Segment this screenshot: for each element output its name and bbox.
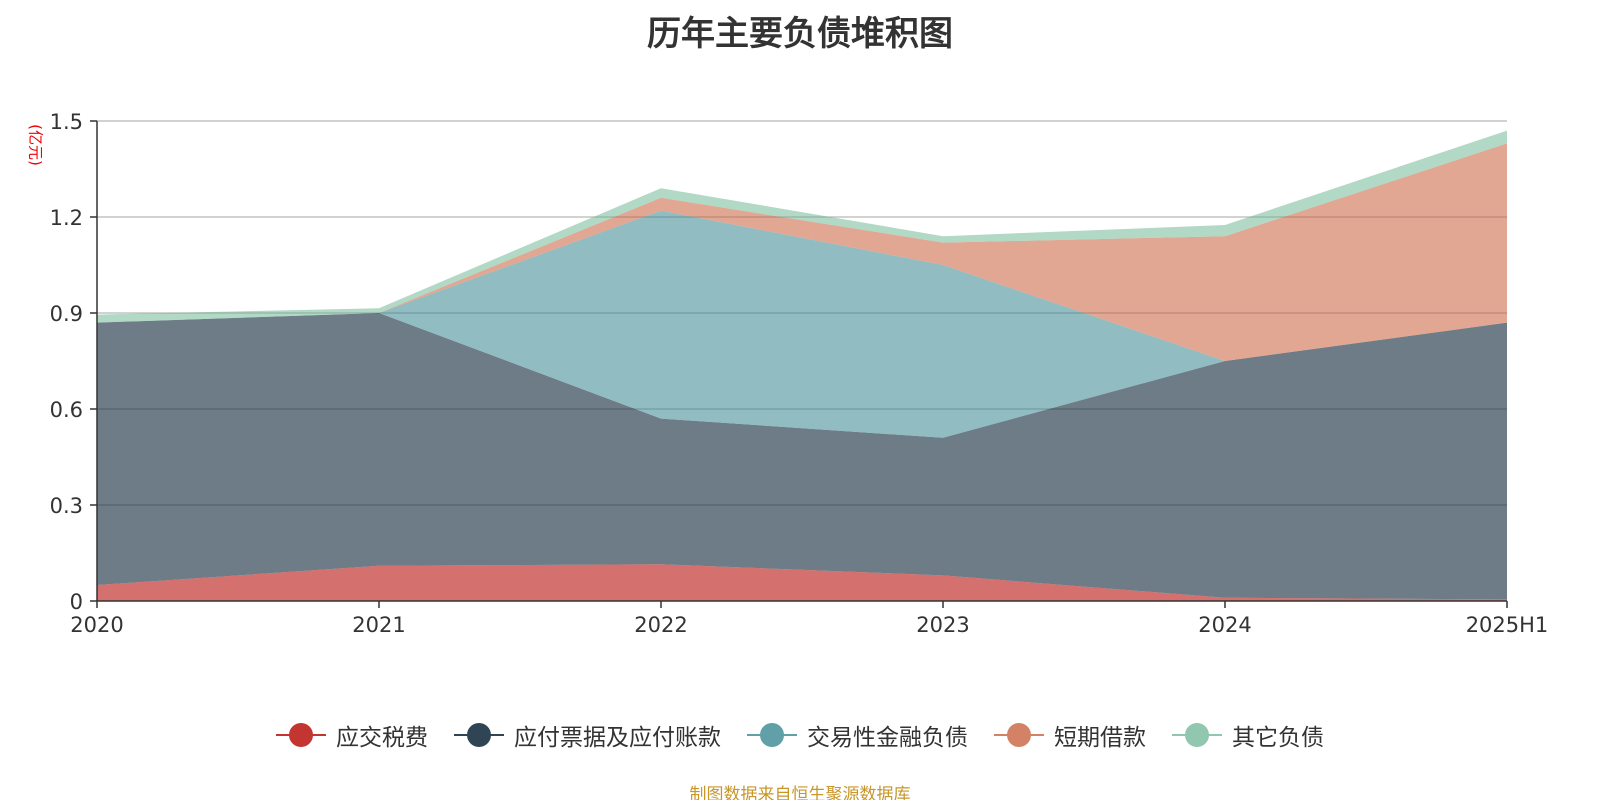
area-应付票据及应付账款 bbox=[97, 313, 1507, 600]
chart-title: 历年主要负债堆积图 bbox=[647, 14, 953, 54]
legend-item[interactable]: 应付票据及应付账款 bbox=[454, 718, 721, 752]
x-tick-label: 2024 bbox=[1198, 613, 1251, 637]
stacked-area-chart: 0 0.3 0.6 0.9 1.2 1.5 2020 2021 2022 2023 2024 2025… bbox=[50, 110, 1549, 637]
legend-item[interactable]: 其它负债 bbox=[1172, 718, 1324, 752]
legend: 应交税费 应付票据及应付账款 交易性金融负债 短期借款 其它负债 bbox=[0, 718, 1600, 752]
x-tick-label: 2020 bbox=[70, 613, 123, 637]
y-tick-label: 0 bbox=[70, 590, 83, 614]
x-tick-label: 2025H1 bbox=[1466, 613, 1549, 637]
y-tick-label: 0.3 bbox=[50, 494, 83, 518]
area-其它负债 bbox=[97, 130, 1507, 323]
y-tick-label: 1.2 bbox=[50, 206, 83, 230]
y-tick-label: 0.6 bbox=[50, 398, 83, 422]
legend-marker-icon bbox=[747, 723, 797, 747]
legend-item[interactable]: 短期借款 bbox=[994, 718, 1146, 752]
legend-label: 应付票据及应付账款 bbox=[514, 725, 721, 751]
legend-item[interactable]: 交易性金融负债 bbox=[747, 718, 968, 752]
legend-label: 交易性金融负债 bbox=[807, 725, 968, 751]
x-tick-label: 2023 bbox=[916, 613, 969, 637]
legend-label: 短期借款 bbox=[1054, 725, 1146, 751]
data-source-note: 制图数据来自恒生聚源数据库 bbox=[689, 785, 911, 800]
x-tick-label: 2022 bbox=[634, 613, 687, 637]
legend-label: 其它负债 bbox=[1232, 725, 1324, 751]
y-tick-label: 0.9 bbox=[50, 302, 83, 326]
area-交易性金融负债 bbox=[97, 210, 1507, 438]
x-tick-label: 2021 bbox=[352, 613, 405, 637]
legend-marker-icon bbox=[1172, 723, 1222, 747]
legend-marker-icon bbox=[454, 723, 504, 747]
legend-item[interactable]: 应交税费 bbox=[276, 718, 428, 752]
area-应交税费 bbox=[97, 564, 1507, 601]
legend-marker-icon bbox=[276, 723, 326, 747]
y-tick-label: 1.5 bbox=[50, 110, 83, 134]
area-series-group bbox=[97, 130, 1507, 601]
area-短期借款 bbox=[97, 143, 1507, 361]
legend-marker-icon bbox=[994, 723, 1044, 747]
legend-label: 应交税费 bbox=[336, 725, 428, 751]
